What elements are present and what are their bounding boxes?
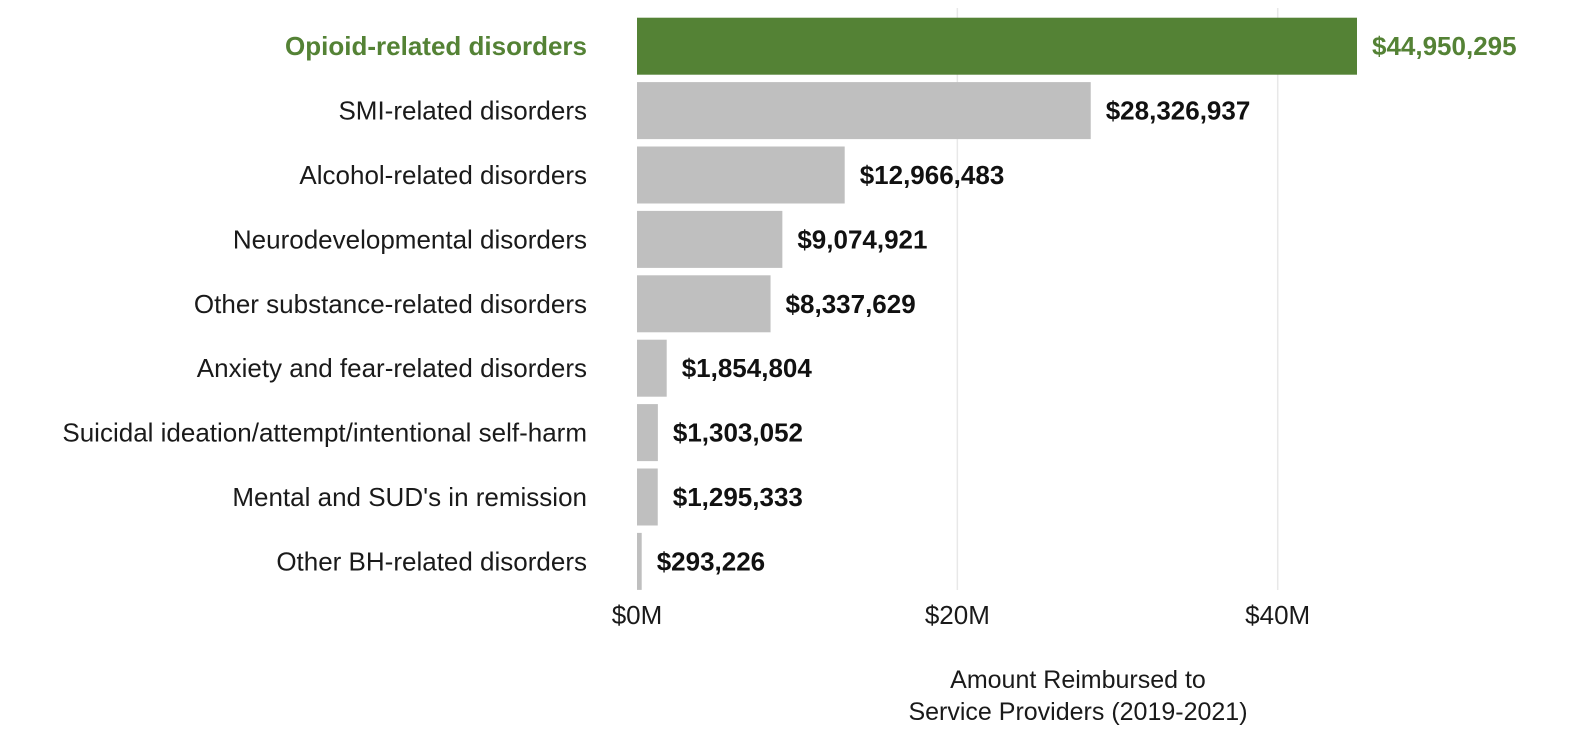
- bar: [637, 532, 642, 590]
- value-label: $44,950,295: [1372, 31, 1517, 61]
- x-axis-title-line-2: Service Providers (2019-2021): [908, 698, 1247, 726]
- bar: [637, 404, 658, 462]
- value-label: $28,326,937: [1106, 96, 1251, 126]
- category-label: Anxiety and fear-related disorders: [197, 353, 587, 383]
- category-labels: Opioid-related disorders SMI-related diso…: [62, 31, 587, 576]
- category-label: Neurodevelopmental disorders: [233, 224, 587, 254]
- category-label: Alcohol-related disorders: [299, 160, 587, 190]
- category-label: Other BH-related disorders: [276, 546, 587, 576]
- x-tick-label: $40M: [1245, 600, 1310, 630]
- category-label: Suicidal ideation/attempt/intentional se…: [62, 418, 587, 448]
- category-label: Opioid-related disorders: [285, 31, 587, 61]
- value-labels: $44,950,295 $28,326,937 $12,966,483 $9,074,…: [657, 31, 1517, 576]
- category-label: SMI-related disorders: [338, 96, 587, 126]
- value-label: $8,337,629: [786, 289, 916, 319]
- bar: [637, 275, 771, 333]
- bar: [637, 339, 667, 397]
- x-axis-ticks: $0M $20M $40M: [612, 600, 1311, 630]
- x-axis-title-line-1: Amount Reimbursed to: [950, 666, 1206, 694]
- value-label: $293,226: [657, 546, 765, 576]
- bars: [637, 17, 1357, 590]
- value-label: $9,074,921: [797, 224, 927, 254]
- x-tick-label: $0M: [612, 600, 663, 630]
- category-label: Other substance-related disorders: [194, 289, 587, 319]
- value-label: $1,854,804: [682, 353, 813, 383]
- bar: [637, 210, 783, 268]
- bar: [637, 17, 1357, 75]
- value-label: $12,966,483: [860, 160, 1005, 190]
- value-label: $1,303,052: [673, 418, 803, 448]
- value-label: $1,295,333: [673, 482, 803, 512]
- bar: [637, 468, 658, 526]
- bar: [637, 82, 1091, 140]
- category-label: Mental and SUD's in remission: [232, 482, 587, 512]
- x-tick-label: $20M: [925, 600, 990, 630]
- bar: [637, 146, 845, 204]
